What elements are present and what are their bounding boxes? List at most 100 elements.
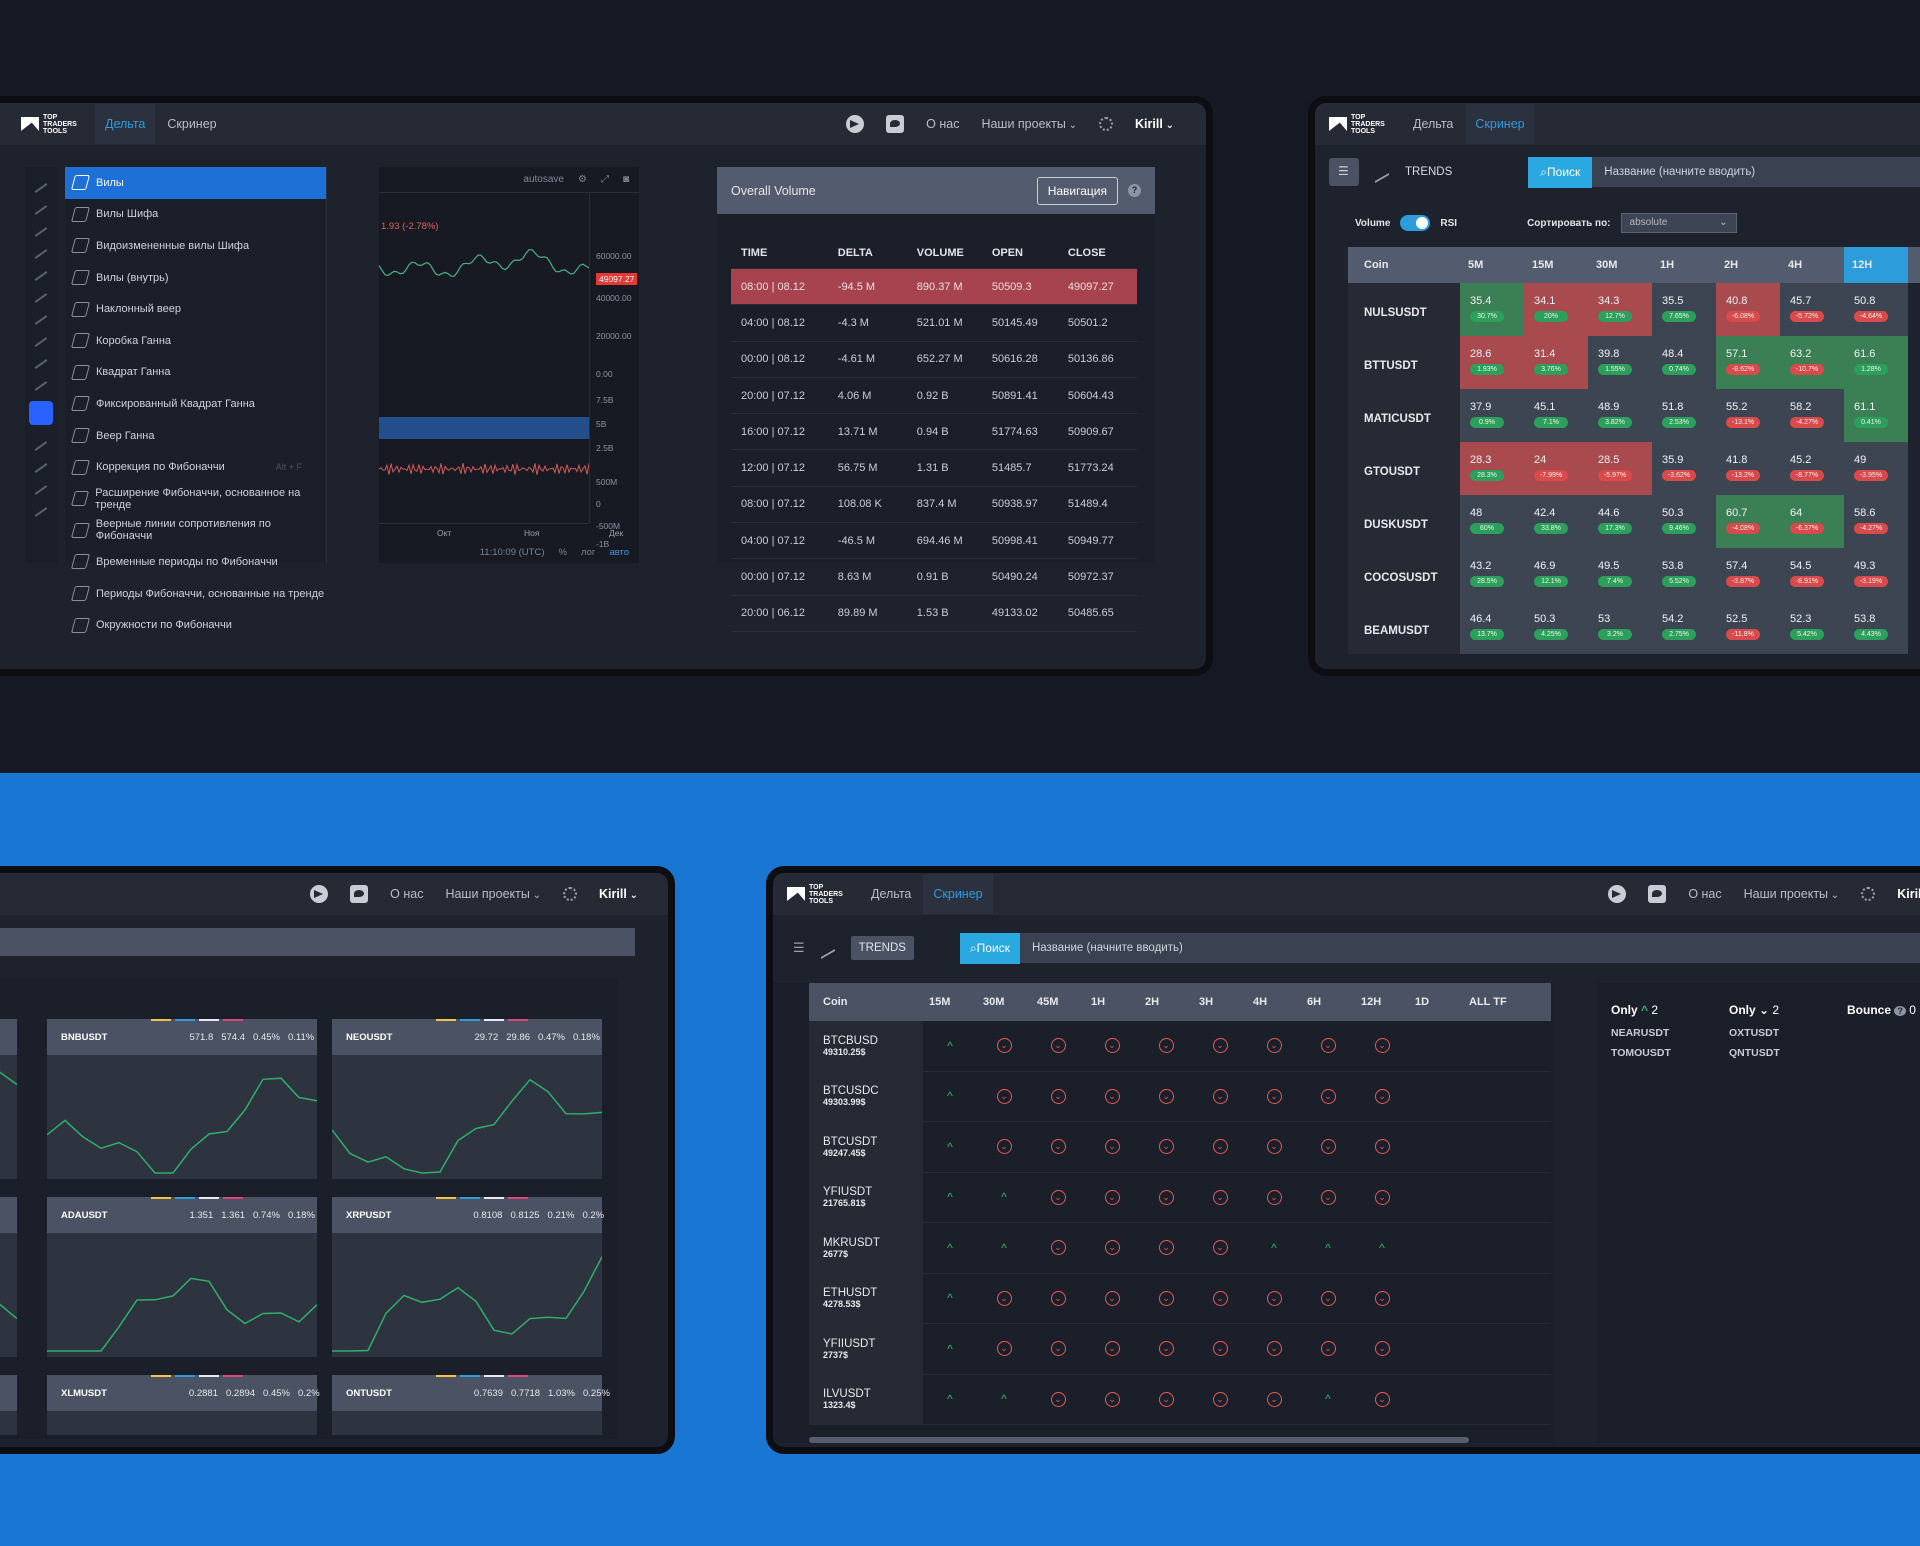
table-row[interactable]: BTCUSDC 49303.99$ ^ ⌄ ⌄ ⌄ ⌄ ⌄ ⌄ ⌄ ⌄	[809, 1071, 1551, 1122]
brush-tool-icon[interactable]	[34, 249, 48, 259]
column-header[interactable]: 45M	[1037, 996, 1059, 1008]
text-tool-icon[interactable]	[34, 271, 48, 281]
column-header[interactable]: ALL TF	[1469, 996, 1507, 1008]
heatmap-row[interactable]: MATICUSDT 37.9 0.9% 45.1 7.1% 48.9 3.82% 51.8 2.…	[1348, 389, 1920, 442]
coin-link[interactable]: TOMOUSDT	[1611, 1047, 1671, 1059]
coin-name[interactable]: MATICUSDT	[1348, 389, 1460, 442]
coin-cell[interactable]: YFIUSDT 21765.81$	[809, 1172, 923, 1223]
search-button[interactable]: ⌕Поиск	[959, 932, 1020, 964]
table-row[interactable]: MKRUSDT 2677$ ^ ^ ⌄ ⌄ ⌄ ⌄ ^ ^ ^	[809, 1222, 1551, 1274]
coin-cell[interactable]: MKRUSDT 2677$	[809, 1222, 923, 1273]
fib-tool-item[interactable]: Фиксированный Квадрат Ганна	[65, 388, 326, 420]
nav-screener[interactable]: Скринер	[923, 874, 993, 914]
fib-tool-item[interactable]: Вилы Шифа	[65, 199, 326, 231]
coin-name[interactable]: BEAMUSDT	[1348, 601, 1460, 654]
table-row[interactable]: ILVUSDT 1323.4$ ^ ^ ⌄ ⌄ ⌄ ⌄ ⌄ ^ ⌄	[809, 1374, 1551, 1425]
coin-cell[interactable]: BTCUSDC 49303.99$	[809, 1071, 923, 1122]
lock-drawing-icon[interactable]	[34, 441, 48, 451]
mini-chart-card[interactable]: NEOUSDT 29.72 29.86 0.47% 0.18%	[332, 1019, 602, 1179]
fib-tool-item[interactable]: Вилы	[65, 167, 326, 199]
column-header[interactable]: VOLUME	[916, 246, 964, 259]
pattern-tool-icon[interactable]	[34, 293, 48, 303]
fib-tool-item[interactable]: Наклонный веер	[65, 293, 326, 325]
eye-icon[interactable]	[34, 485, 48, 495]
column-header[interactable]: DELTA	[837, 246, 873, 259]
twitter-icon[interactable]	[1648, 885, 1667, 903]
column-header[interactable]: 5M	[1468, 259, 1484, 271]
fib-tool-item[interactable]: Временные периоды по Фибоначчи	[65, 546, 326, 578]
coin-link[interactable]: NEARUSDT	[1611, 1027, 1670, 1039]
zoom-icon[interactable]	[34, 381, 48, 391]
fib-tool-item[interactable]: Периоды Фибоначчи, основанные на тренде	[65, 578, 326, 610]
column-header[interactable]: 2H	[1145, 996, 1160, 1008]
crosshair-icon[interactable]	[34, 183, 48, 193]
column-header[interactable]: 4H	[1253, 996, 1268, 1008]
help-icon[interactable]: ?	[1128, 184, 1141, 197]
table-row[interactable]: BTCBUSD 49310.25$ ^ ⌄ ⌄ ⌄ ⌄ ⌄ ⌄ ⌄ ⌄	[809, 1020, 1551, 1072]
user-menu[interactable]: Kirill	[1897, 887, 1920, 901]
search-input[interactable]: Название (начните вводить)	[1019, 933, 1920, 963]
column-header[interactable]: 30M	[1596, 259, 1618, 271]
coin-name[interactable]: BTTUSDT	[1348, 336, 1460, 389]
settings-icon[interactable]: ⚙	[577, 174, 587, 185]
percent-scale-button[interactable]: %	[558, 546, 567, 558]
column-header[interactable]: 12H	[1844, 247, 1908, 283]
table-row[interactable]: 08:00 | 08.12 -94.5 M 890.37 M 50509.3 49097…	[731, 269, 1137, 306]
fib-tool-item[interactable]: Веерные линии сопротивления по Фибоначчи	[65, 515, 326, 547]
fib-tool-item[interactable]: Окружности по Фибоначчи	[65, 609, 326, 641]
column-header[interactable]: 6H	[1307, 996, 1322, 1008]
column-header[interactable]: 1H	[1091, 996, 1106, 1008]
heatmap-row[interactable]: BEAMUSDT 46.4 13.7% 50.3 4.25% 53 3.2% 54.2 2.75…	[1348, 601, 1920, 654]
table-row[interactable]: 00:00 | 08.12 -4.61 M 652.27 M 50616.28 5013…	[731, 342, 1137, 378]
sort-select[interactable]: absolute	[1620, 213, 1737, 233]
nav-about[interactable]: О нас	[1688, 887, 1722, 901]
table-row[interactable]: 16:00 | 07.12 13.71 M 0.94 B 51774.63 50909.…	[731, 414, 1137, 451]
column-header[interactable]: 30M	[983, 996, 1005, 1008]
theme-sun-icon[interactable]	[1861, 887, 1876, 901]
mini-chart-card[interactable]: %	[0, 1375, 17, 1435]
column-header[interactable]: 2H	[1724, 259, 1739, 271]
nav-about[interactable]: О нас	[390, 887, 424, 901]
column-header[interactable]: 3H	[1199, 996, 1214, 1008]
coin-link[interactable]: QNTUSDT	[1729, 1047, 1780, 1059]
table-row[interactable]: 04:00 | 07.12 -46.5 M 694.46 M 50998.41 5094…	[731, 523, 1137, 560]
coin-name[interactable]: DUSKUSDT	[1348, 495, 1460, 548]
nav-delta[interactable]: Дельта	[95, 104, 156, 144]
twitter-icon[interactable]	[886, 115, 905, 133]
table-row[interactable]: 20:00 | 07.12 4.06 M 0.92 B 50891.41 50604.4…	[731, 378, 1137, 415]
trends-tab[interactable]: TRENDS	[1405, 166, 1453, 178]
nav-delta[interactable]: Дельта	[871, 887, 912, 901]
mini-chart-card[interactable]: .5%	[0, 1197, 17, 1357]
coin-cell[interactable]: ETHUSDT 4278.53$	[809, 1273, 923, 1324]
nav-projects[interactable]: Наши проекты	[445, 887, 541, 901]
coin-cell[interactable]: BTCUSDT 49247.45$	[809, 1121, 923, 1172]
column-header[interactable]: Coin	[1364, 259, 1389, 271]
mini-chart-card[interactable]: .3%	[0, 1019, 17, 1179]
column-header[interactable]: 1D	[1415, 996, 1430, 1008]
trend-chart-icon[interactable]	[820, 936, 835, 960]
auto-scale-button[interactable]: авто	[609, 546, 629, 558]
mini-chart-card[interactable]: ONTUSDT 0.7639 0.7718 1.03% 0.25%	[332, 1375, 610, 1435]
emoji-icon[interactable]	[34, 337, 48, 347]
column-header[interactable]: OPEN	[991, 246, 1024, 259]
list-view-icon[interactable]: ☰	[793, 940, 805, 955]
log-scale-button[interactable]: лог	[580, 546, 596, 558]
nav-delta[interactable]: Дельта	[1413, 117, 1454, 131]
table-row[interactable]: 12:00 | 07.12 56.75 M 1.31 B 51485.7 51773.2…	[731, 450, 1137, 487]
mini-chart-card[interactable]: XRPUSDT 0.8108 0.8125 0.21% 0.2%	[332, 1197, 604, 1357]
fib-tool-item[interactable]: Вилы (внутрь)	[65, 262, 326, 294]
column-header[interactable]: 12H	[1361, 996, 1382, 1008]
mini-chart-card[interactable]: ADAUSDT 1.351 1.361 0.74% 0.18%	[47, 1197, 317, 1357]
column-header[interactable]: TIME	[741, 246, 768, 259]
list-view-button[interactable]	[1329, 158, 1359, 186]
fib-tool-item[interactable]: Коррекция по Фибоначчи Alt + F	[65, 451, 326, 483]
coin-name[interactable]: NULSUSDT	[1348, 283, 1460, 336]
table-row[interactable]: 04:00 | 08.12 -4.3 M 521.01 M 50145.49 50501…	[731, 305, 1137, 342]
user-menu[interactable]: Kirill	[599, 887, 638, 901]
trend-chart-icon[interactable]	[1375, 160, 1389, 184]
coin-link[interactable]: OXTUSDT	[1729, 1027, 1780, 1039]
autosave-button[interactable]: autosave	[523, 174, 564, 185]
table-row[interactable]: 20:00 | 06.12 89.89 M 1.53 B 49133.02 50485.…	[731, 596, 1137, 632]
help-icon[interactable]: ?	[1894, 1006, 1906, 1016]
column-header[interactable]: 1H	[1660, 259, 1675, 271]
